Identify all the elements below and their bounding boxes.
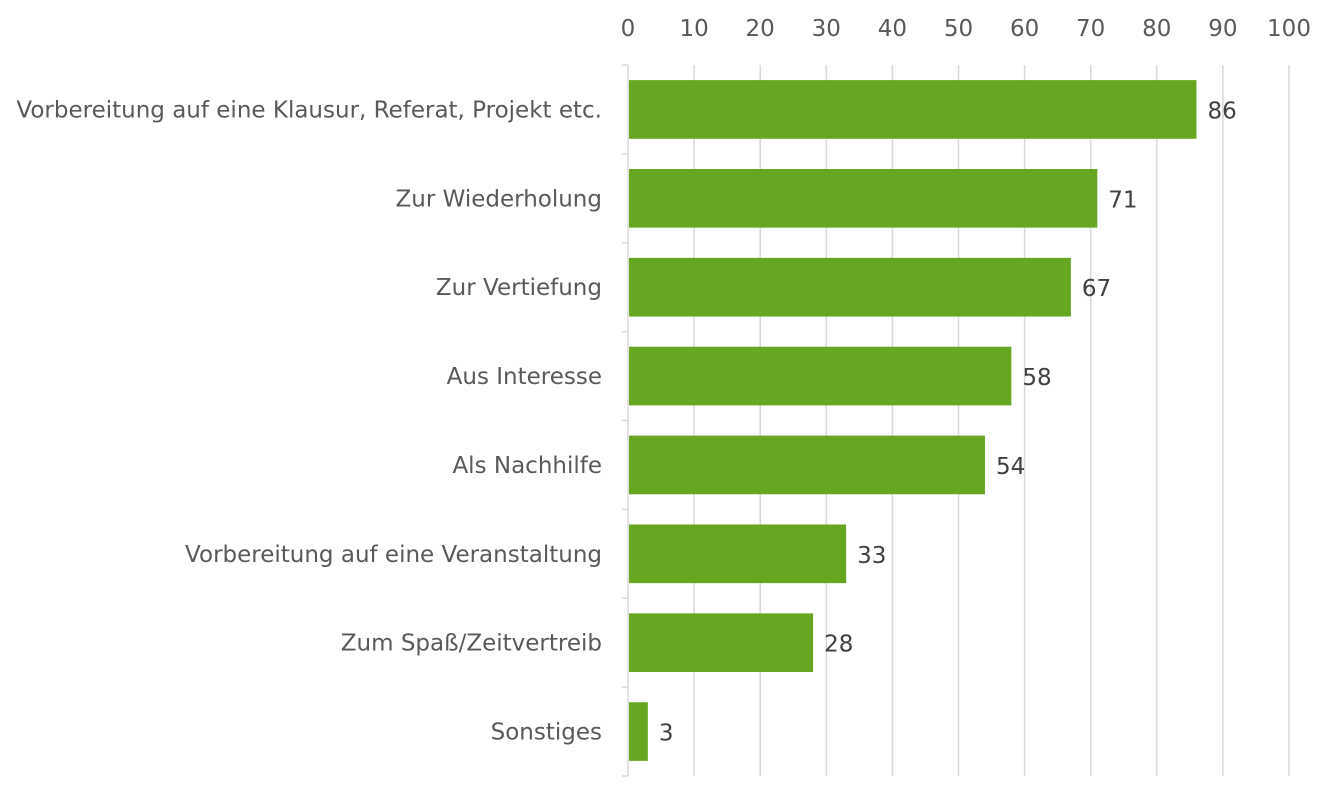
bar [629, 613, 814, 673]
category-labels: Vorbereitung auf eine Klausur, Referat, … [16, 97, 602, 745]
x-tick-label: 70 [1076, 16, 1105, 42]
data-label: 58 [1022, 365, 1051, 391]
x-tick-label: 10 [679, 16, 708, 42]
data-label: 86 [1207, 98, 1236, 124]
bar [629, 524, 847, 584]
x-tick-label: 100 [1267, 16, 1311, 42]
x-tick-label: 60 [1010, 16, 1039, 42]
x-tick-label: 0 [621, 16, 636, 42]
category-label: Zur Vertiefung [436, 275, 602, 301]
x-axis-ticks: 0 10 20 30 40 50 60 70 80 90 100 [621, 16, 1311, 42]
data-label: 3 [659, 721, 674, 747]
bars [629, 80, 1197, 761]
x-tick-label: 90 [1208, 16, 1237, 42]
data-label: 54 [996, 454, 1025, 480]
bar [629, 435, 985, 495]
data-labels: 86 71 67 58 54 33 28 3 [659, 98, 1237, 746]
bar [629, 702, 648, 761]
data-label: 33 [857, 543, 886, 569]
data-label: 67 [1082, 276, 1111, 302]
bar [629, 168, 1098, 228]
category-label: Als Nachhilfe [452, 453, 602, 479]
x-tick-label: 40 [878, 16, 907, 42]
category-axis [622, 64, 629, 777]
category-label: Vorbereitung auf eine Veranstaltung [185, 542, 602, 568]
data-label: 71 [1108, 187, 1137, 213]
x-tick-label: 20 [746, 16, 775, 42]
x-tick-label: 80 [1142, 16, 1171, 42]
category-label: Zum Spaß/Zeitvertreib [341, 631, 602, 657]
x-tick-label: 50 [944, 16, 973, 42]
category-label: Zur Wiederholung [396, 186, 602, 212]
x-tick-label: 30 [812, 16, 841, 42]
bar [629, 257, 1071, 317]
data-label: 28 [824, 632, 853, 658]
category-label: Vorbereitung auf eine Klausur, Referat, … [16, 97, 602, 123]
bar [629, 346, 1012, 406]
category-label: Aus Interesse [447, 364, 602, 390]
bar [629, 80, 1197, 139]
category-label: Sonstiges [491, 720, 602, 746]
